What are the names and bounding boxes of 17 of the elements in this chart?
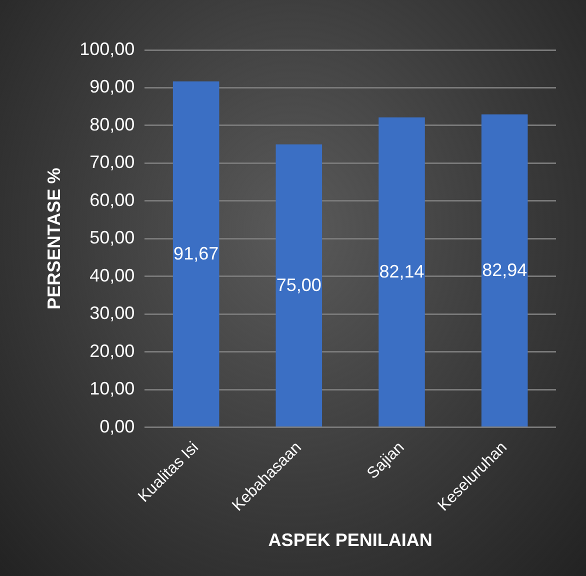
y-tick-label: 0,00 bbox=[100, 416, 135, 436]
data-label: 82,94 bbox=[482, 260, 528, 280]
y-tick-label: 60,00 bbox=[90, 190, 135, 210]
data-label: 75,00 bbox=[276, 274, 322, 295]
y-tick-label: 80,00 bbox=[90, 114, 135, 134]
y-tick-label: 90,00 bbox=[90, 76, 135, 97]
data-label: 91,67 bbox=[174, 243, 219, 264]
y-tick-label: 40,00 bbox=[90, 265, 135, 286]
y-tick-label: 100,00 bbox=[80, 38, 135, 59]
y-tick-label: 20,00 bbox=[90, 340, 135, 361]
y-tick-label: 70,00 bbox=[90, 152, 135, 172]
data-label: 82,14 bbox=[379, 261, 424, 282]
x-axis-title: ASPEK PENILAIAN bbox=[268, 530, 432, 550]
y-axis-title: PERSENTASE % bbox=[44, 168, 64, 310]
y-tick-label: 50,00 bbox=[90, 228, 135, 248]
y-tick-label: 10,00 bbox=[90, 378, 135, 399]
y-tick-label: 30,00 bbox=[90, 303, 135, 324]
